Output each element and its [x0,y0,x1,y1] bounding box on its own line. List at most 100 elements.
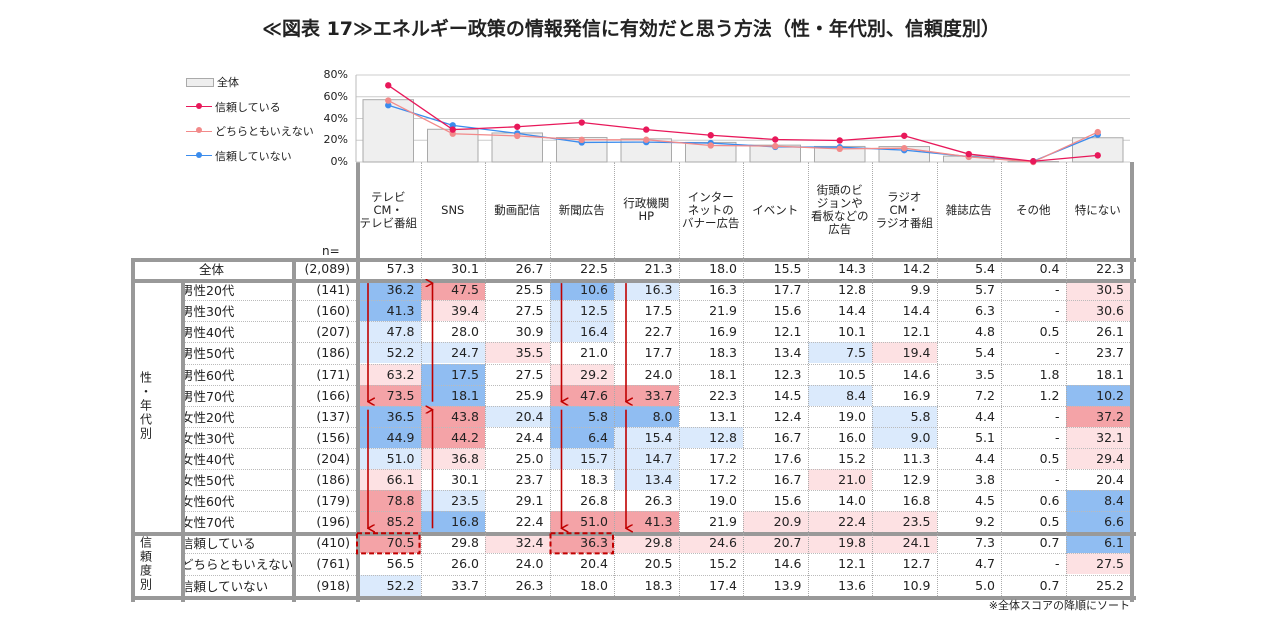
table-cell: 14.6 [902,366,931,382]
table-vline [181,279,185,602]
table-cell: 13.4 [773,345,802,361]
row-n: (171) [316,366,350,382]
table-cell: 1.2 [1039,387,1060,403]
series-point [1094,131,1101,138]
series-point [514,130,521,137]
table-cell: 21.0 [807,469,872,491]
table-cell: 29.2 [549,363,614,385]
table-cell: 29.8 [614,532,679,554]
series-point [707,142,714,149]
table-cell: 6.6 [1065,511,1130,533]
table-cell: 26.3 [515,577,544,593]
table-cell: 16.3 [614,279,679,301]
row-label: 女性40代 [181,451,235,467]
table-cell: 15.7 [549,447,614,469]
table-cell: 12.9 [902,472,931,488]
table-cell: 14.4 [838,303,866,319]
row-divider [181,300,1130,302]
table-cell: 12.4 [773,408,802,424]
table-cell: 1.8 [1039,366,1060,382]
table-cell: 5.8 [872,405,937,427]
table-cell: - [1054,408,1060,424]
row-divider [181,321,1130,323]
series-line [387,84,1098,162]
series-point [643,126,650,133]
table-cell: 63.2 [356,363,421,385]
series-point [772,136,779,143]
series-point [836,144,843,151]
series-point [385,97,392,104]
row-divider [181,405,1130,407]
table-cell: 10.1 [838,324,866,340]
row-n: (179) [316,493,350,509]
legend-item: どちらともいえない [186,123,314,139]
legend-bar-swatch [186,77,214,87]
bar-overall [427,128,479,163]
column-header: テレビ CM・ テレビ番組 [359,189,418,230]
bar-overall [362,99,414,163]
column-divider [485,162,486,596]
table-cell: 22.4 [515,514,544,530]
group-label: 性・年代別 [138,370,153,441]
column-divider [807,162,809,596]
legend-label: どちらともいえない [215,125,314,138]
column-header: 特にない [1074,202,1121,217]
table-cell: 0.7 [1039,577,1060,593]
table-cell: 17.4 [709,577,737,593]
table-cell: 16.7 [773,429,802,445]
series-point [707,139,714,147]
bar-overall [556,137,608,163]
table-cell: 25.2 [1096,577,1124,593]
column-divider [356,162,360,602]
series-point [836,145,843,153]
table-cell: 15.4 [614,426,679,448]
column-divider [743,162,744,596]
row-n: (186) [316,472,350,488]
row-label: 信頼していない [181,578,269,594]
legend-item: 信頼している [186,99,281,115]
column-header: 街頭のビ ジョンや 看板などの 広告 [811,183,869,236]
column-divider [1001,162,1002,596]
table-cell: 18.1 [709,366,737,382]
series-point [643,138,650,146]
row-label: 全体 [198,262,224,278]
table-cell: 14.0 [838,493,866,509]
row-divider [181,511,1130,513]
table-cell: 19.0 [838,408,866,424]
table-cell: 21.9 [709,303,737,319]
table-cell: 12.1 [838,556,866,572]
table-cell: 41.3 [356,300,421,322]
series-point [901,144,908,152]
table-cell: 16.3 [709,282,737,298]
table-cell: 35.5 [485,342,550,364]
row-label: 女性20代 [181,409,235,425]
table-cell: 4.4 [975,408,995,424]
bar-overall [620,138,672,163]
table-cell: - [1054,556,1060,572]
series-point [965,153,972,161]
row-n: (141) [316,282,350,298]
table-cell: 29.4 [1065,447,1130,469]
table-cell: 43.8 [420,405,485,427]
column-header: イベント [752,202,799,217]
column-header: その他 [1016,202,1051,217]
bar-overall [1072,137,1124,163]
table-cell: 20.7 [743,532,808,554]
row-n: (761) [316,556,350,572]
sort-note: ※全体スコアの降順にソート [988,599,1130,612]
row-divider [181,574,1130,576]
table-cell: 26.8 [580,493,608,509]
table-cell: 4.5 [975,493,995,509]
table-cell: 12.1 [773,324,802,340]
table-cell: 24.7 [420,342,485,364]
table-cell: 15.6 [773,303,802,319]
row-label: 女性30代 [181,430,235,446]
table-cell: 6.4 [549,426,614,448]
table-cell: - [1054,429,1060,445]
table-cell: 0.5 [1039,324,1060,340]
table-cell: 30.9 [515,324,544,340]
table-cell: 57.3 [386,261,415,277]
table-cell: 47.5 [420,279,485,301]
legend-label: 全体 [217,76,239,89]
